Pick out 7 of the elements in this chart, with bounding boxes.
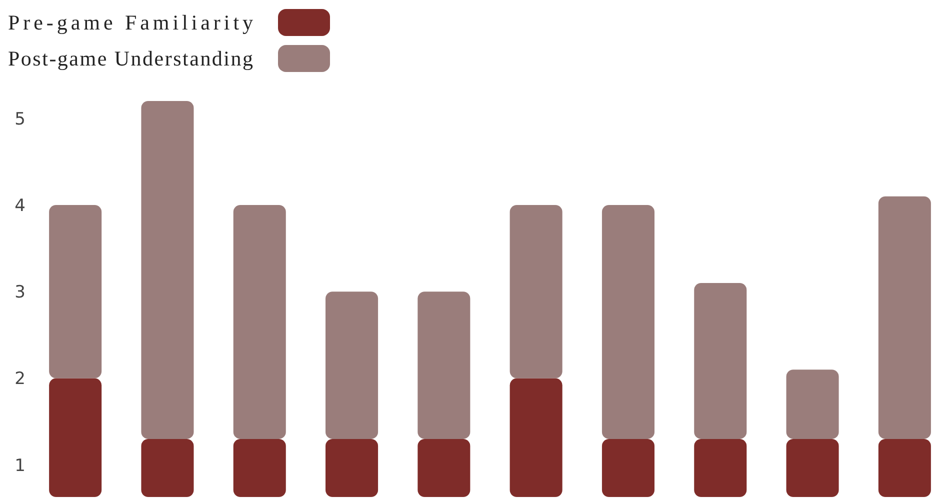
y-tick-label: 2 [14, 369, 26, 390]
y-tick-label: 3 [14, 282, 26, 303]
y-tick-label: 4 [14, 196, 26, 216]
legend-label: Pre-game Familiarity [8, 10, 254, 34]
legend-label: Post-game Understanding [8, 46, 254, 70]
y-tick-label: 1 [14, 456, 26, 476]
y-tick-label: 5 [14, 109, 26, 130]
